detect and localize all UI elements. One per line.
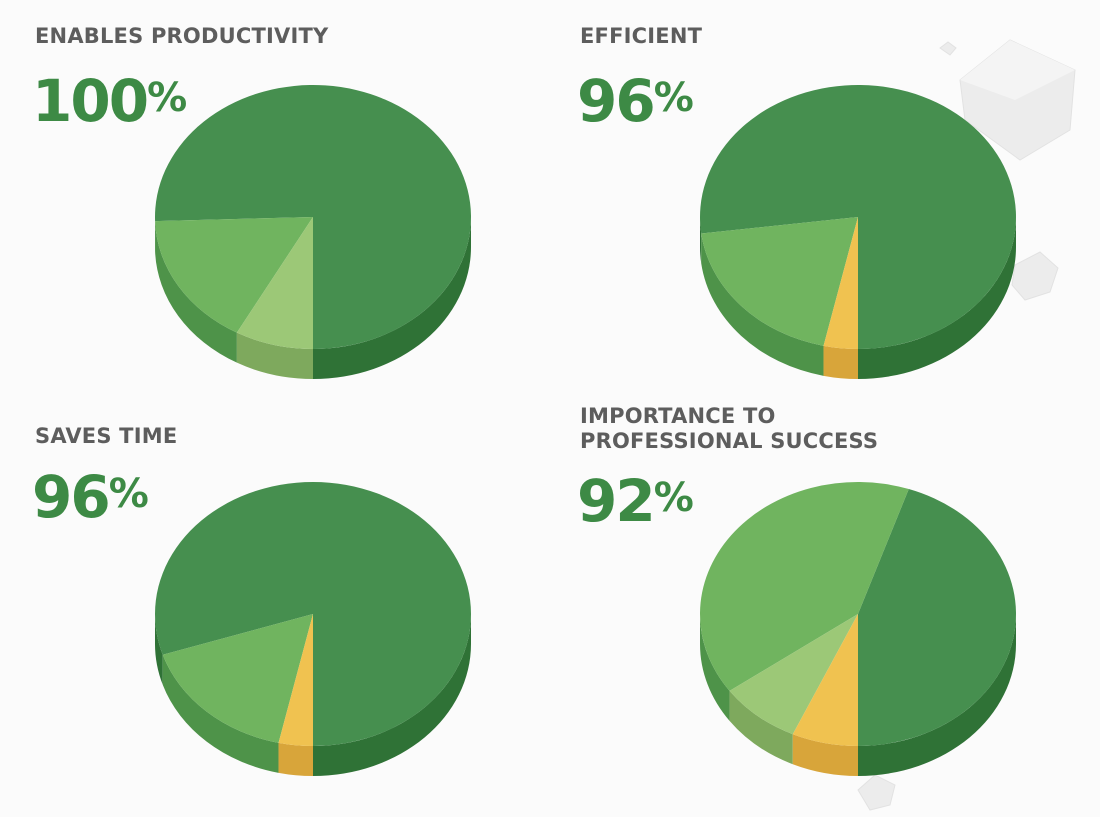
pie-slice [155, 217, 313, 333]
pie-sides [155, 614, 471, 776]
headline-value: 96 [32, 463, 111, 531]
chart-title: IMPORTANCE TO PROFESSIONAL SUCCESS [580, 404, 879, 453]
pie-slice-side [792, 734, 858, 776]
headline-value: 96 [577, 67, 656, 135]
pie-slice-side [162, 654, 279, 773]
pie-slice-side [278, 742, 313, 776]
pie-slice [162, 614, 313, 743]
headline-value: 100 [32, 67, 149, 135]
pie-slice [155, 482, 472, 746]
bg-cube-small [1011, 251, 1059, 301]
bg-cube-tiny [939, 41, 957, 56]
headline-percent: 100% [32, 72, 187, 130]
pie-sides [700, 614, 1016, 776]
chart-panel-efficient: EFFICIENT 96% [545, 0, 1095, 408]
chart-title: ENABLES PRODUCTIVITY [35, 24, 329, 48]
pie-tops [155, 85, 472, 350]
pie-slice-side [700, 614, 730, 721]
pie-slice [700, 482, 909, 691]
pie-slice [792, 614, 858, 746]
headline-unit: % [147, 75, 188, 121]
pie-slice-side [823, 345, 858, 379]
pie-slice [236, 217, 313, 349]
chart-panel-enables-productivity: ENABLES PRODUCTIVITY 100% [0, 0, 550, 408]
pie-tops [700, 482, 1016, 746]
bg-cube-bottom [857, 774, 896, 811]
headline-value: 92 [577, 467, 656, 535]
pie-slice-side [729, 690, 793, 765]
headline-percent: 96% [32, 468, 149, 526]
pie-slice-side [236, 332, 313, 379]
headline-percent: 92% [577, 472, 694, 530]
pie-slice-side [155, 614, 163, 685]
pie-slice [823, 217, 858, 349]
pie-slice [858, 489, 1016, 746]
headline-percent: 96% [577, 72, 694, 130]
pie-slice-side [313, 217, 471, 379]
pie-slice-side [858, 217, 1016, 379]
pie-chart [700, 85, 1016, 379]
chart-panel-importance-to-professional-success: IMPORTANCE TO PROFESSIONAL SUCCESS 92% [545, 380, 1095, 788]
chart-title: EFFICIENT [580, 24, 703, 48]
headline-unit: % [653, 475, 694, 521]
chart-panel-saves-time: SAVES TIME 96% [0, 400, 550, 808]
chart-title: SAVES TIME [35, 424, 178, 448]
pie-slice-side [313, 614, 471, 776]
headline-unit: % [653, 75, 694, 121]
pie-slice-side [155, 221, 237, 363]
pie-tops [155, 482, 472, 746]
headline-unit: % [108, 471, 149, 517]
pie-slice [278, 614, 313, 746]
pie-chart [700, 482, 1016, 776]
pie-sides [700, 217, 1016, 379]
pie-slice-side [700, 217, 702, 264]
pie-slice [701, 217, 858, 346]
pie-slice-side [701, 233, 824, 376]
pie-chart [155, 482, 472, 776]
pie-sides [155, 217, 471, 379]
pie-slice-side [858, 614, 1016, 776]
pie-tops [700, 85, 1016, 350]
pie-chart [155, 85, 472, 379]
pie-slice [729, 614, 858, 735]
